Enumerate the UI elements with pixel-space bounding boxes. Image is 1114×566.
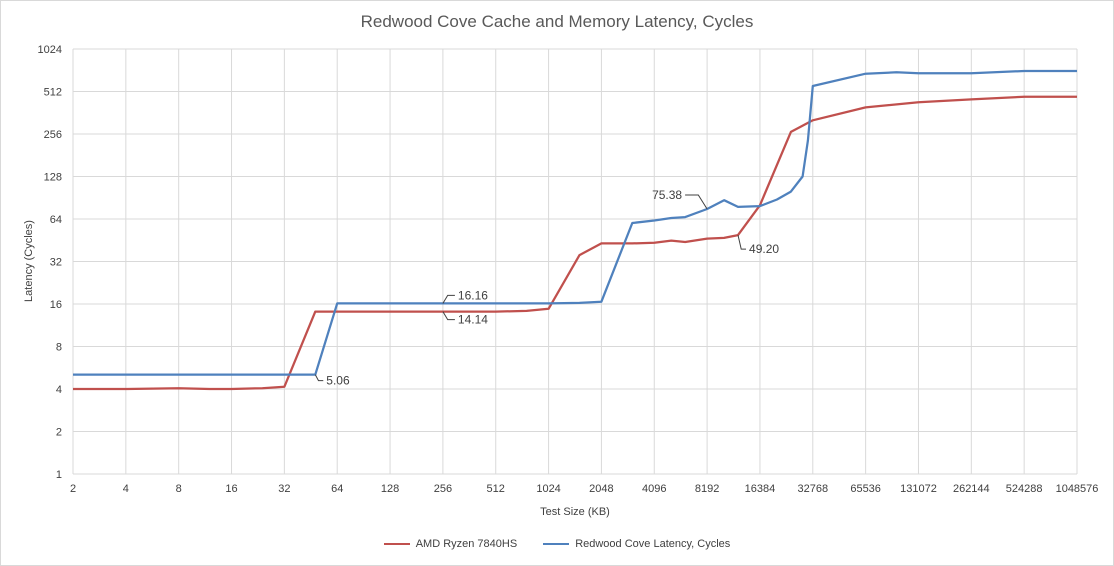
data-label: 5.06 bbox=[326, 374, 350, 388]
annotation-leader bbox=[737, 235, 747, 250]
x-tick-label: 256 bbox=[434, 483, 452, 495]
data-label: 14.14 bbox=[458, 313, 488, 327]
y-axis-ticks: 1 2 4 8 16 32 64 128 256 512 1024 bbox=[38, 44, 62, 481]
x-tick-label: 1024 bbox=[536, 483, 560, 495]
legend-swatch bbox=[543, 543, 570, 545]
y-tick-label: 1024 bbox=[38, 44, 62, 56]
legend-item-0: AMD Ryzen 7840HS bbox=[383, 538, 518, 550]
y-tick-label: 256 bbox=[44, 129, 62, 141]
y-axis-label: Latency (Cycles) bbox=[23, 220, 35, 302]
legend-item-1: Redwood Cove Latency, Cycles bbox=[543, 538, 730, 550]
annotation-leader bbox=[442, 311, 455, 321]
y-tick-label: 2 bbox=[56, 427, 62, 439]
y-tick-label: 16 bbox=[50, 299, 62, 311]
chart-series bbox=[72, 69, 1078, 391]
x-tick-label: 262144 bbox=[953, 483, 990, 495]
x-tick-label: 32768 bbox=[797, 483, 828, 495]
x-tick-label: 524288 bbox=[1006, 483, 1043, 495]
series-line-0 bbox=[73, 95, 1077, 391]
x-tick-label: 2048 bbox=[589, 483, 613, 495]
x-tick-label: 16384 bbox=[745, 483, 776, 495]
chart-legend: AMD Ryzen 7840HS Redwood Cove Latency, Cy… bbox=[0, 538, 1114, 550]
legend-label: Redwood Cove Latency, Cycles bbox=[575, 538, 731, 550]
x-tick-label: 131072 bbox=[900, 483, 937, 495]
chart-gridlines bbox=[72, 48, 1078, 475]
x-tick-label: 32 bbox=[278, 483, 290, 495]
x-tick-label: 8 bbox=[176, 483, 182, 495]
x-axis-label: Test Size (KB) bbox=[540, 506, 610, 518]
legend-label: AMD Ryzen 7840HS bbox=[415, 538, 518, 550]
y-tick-label: 32 bbox=[50, 257, 62, 269]
x-tick-label: 16 bbox=[225, 483, 237, 495]
x-tick-label: 65536 bbox=[850, 483, 881, 495]
series-line-1 bbox=[73, 69, 1077, 376]
x-tick-label: 64 bbox=[331, 483, 343, 495]
chart-annotations: 5.06 16.16 14.14 75.38 49.20 bbox=[314, 188, 779, 388]
y-tick-label: 1 bbox=[56, 469, 62, 481]
annotation-leader bbox=[442, 294, 455, 304]
x-tick-label: 4096 bbox=[642, 483, 666, 495]
chart-title: Redwood Cove Cache and Memory Latency, C… bbox=[360, 12, 754, 31]
x-tick-label: 8192 bbox=[695, 483, 719, 495]
x-tick-label: 1048576 bbox=[1056, 483, 1099, 495]
y-tick-label: 512 bbox=[44, 87, 62, 99]
x-tick-label: 4 bbox=[123, 483, 129, 495]
x-tick-label: 2 bbox=[70, 483, 76, 495]
data-label: 75.38 bbox=[652, 188, 682, 202]
annotation-leader bbox=[314, 374, 324, 382]
legend-swatch bbox=[383, 543, 410, 545]
data-label: 16.16 bbox=[458, 288, 488, 302]
y-tick-label: 4 bbox=[56, 384, 62, 396]
x-axis-ticks: 2 4 8 16 32 64 128 256 512 1024 2048 4096 8192 16384 3… bbox=[70, 483, 1098, 495]
x-tick-label: 512 bbox=[487, 483, 505, 495]
annotation-leader bbox=[685, 194, 708, 210]
data-label: 49.20 bbox=[749, 242, 779, 256]
x-tick-label: 128 bbox=[381, 483, 399, 495]
y-tick-label: 64 bbox=[50, 214, 62, 226]
y-tick-label: 128 bbox=[44, 172, 62, 184]
y-tick-label: 8 bbox=[56, 342, 62, 354]
